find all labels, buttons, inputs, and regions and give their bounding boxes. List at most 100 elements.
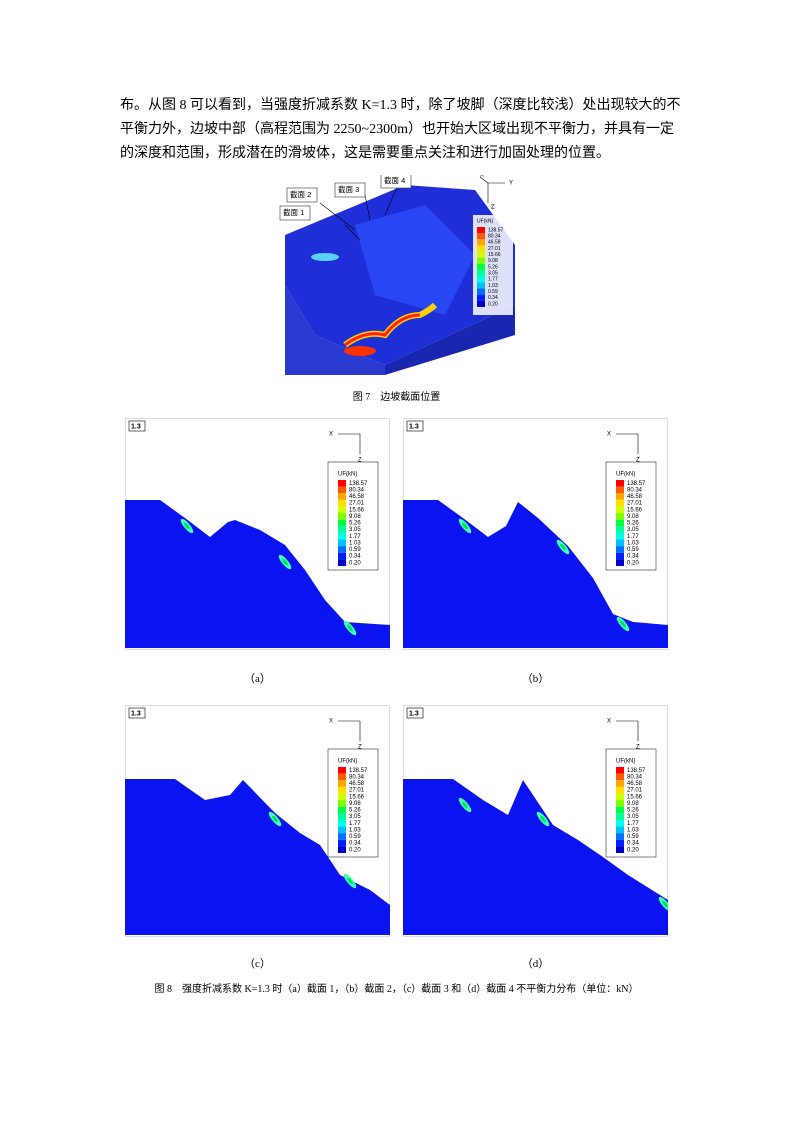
highlight — [662, 900, 668, 908]
legend-label: 80.34 — [627, 488, 643, 494]
highlight — [560, 543, 566, 551]
legend-swatch — [616, 826, 624, 834]
legend-label: 0.20 — [627, 847, 639, 853]
highlight — [272, 815, 278, 823]
legend-swatch — [338, 833, 346, 840]
legend-swatch — [338, 480, 346, 487]
legend-label: 15.66 — [488, 252, 501, 258]
legend-label: 27.01 — [627, 788, 643, 794]
highlight — [540, 815, 546, 823]
legend-label: 27.01 — [488, 246, 501, 252]
legend-swatch — [616, 819, 624, 827]
legend-swatch — [616, 539, 624, 547]
axis-label: Z — [491, 205, 495, 211]
legend-label: 80.34 — [627, 775, 643, 781]
section-label: 截面 1 — [283, 207, 304, 217]
legend-label: 138.57 — [488, 227, 504, 233]
legend-label: 15.66 — [349, 794, 365, 800]
highlight — [347, 624, 353, 632]
legend-swatch — [477, 294, 485, 301]
highlight — [462, 522, 468, 530]
legend-label: 9.08 — [349, 801, 361, 807]
legend-swatch — [616, 786, 624, 794]
legend-label: 0.34 — [349, 554, 361, 560]
legend-swatch — [338, 806, 346, 814]
legend-swatch — [616, 552, 624, 560]
panel: 1.3 X Z UF(kN) 138.5780.3446.5827.0115.669.0… — [125, 418, 390, 650]
legend-swatch — [616, 833, 624, 840]
legend-label: 1.03 — [349, 827, 361, 833]
legend-swatch — [616, 519, 624, 527]
legend-title: UF(kN) — [616, 759, 635, 765]
axis-label: X — [607, 719, 611, 725]
slope-profile — [125, 779, 390, 935]
legend-label: 3.05 — [627, 527, 639, 533]
legend-label: 0.59 — [488, 289, 498, 295]
legend-swatch — [616, 499, 624, 507]
legend-swatch — [338, 499, 346, 507]
slope-profile — [403, 779, 668, 935]
legend-label: 0.34 — [627, 554, 639, 560]
legend-swatch — [616, 486, 624, 494]
legend-title: UF(kN) — [616, 472, 635, 478]
legend-label: 80.34 — [488, 234, 501, 240]
panel: 1.3 X Z UF(kN) 138.5780.3446.5827.0115.669.0… — [125, 705, 390, 937]
legend-swatch — [477, 270, 485, 277]
legend-label: 0.59 — [349, 834, 361, 840]
panel: 1.3 X Z UF(kN) 138.5780.3446.5827.0115.669.0… — [403, 418, 668, 650]
legend-swatch — [338, 839, 346, 847]
leader-line — [384, 184, 399, 216]
legend-swatch — [477, 263, 485, 271]
legend-label: 46.58 — [488, 240, 501, 246]
highlight — [344, 313, 421, 347]
legend-frame — [605, 461, 657, 571]
highlight — [282, 558, 288, 566]
legend-label: 5.26 — [488, 264, 498, 270]
legend-label: 1.03 — [627, 827, 639, 833]
leader-line — [319, 202, 356, 231]
legend-label: 3.05 — [627, 814, 639, 820]
legend-swatch — [338, 526, 346, 533]
legend-label: 9.08 — [627, 514, 639, 520]
legend-label: 3.05 — [349, 814, 361, 820]
legend-label: 0.34 — [627, 841, 639, 847]
legend-swatch — [338, 539, 346, 547]
legend-label: 0.20 — [349, 560, 361, 566]
legend-swatch — [477, 251, 485, 258]
tag: 1.3 — [409, 710, 419, 717]
legend-swatch — [338, 813, 346, 820]
legend-swatch — [477, 239, 485, 246]
legend-label: 138.57 — [627, 481, 646, 487]
legend-swatch — [338, 513, 346, 520]
legend-swatch — [338, 800, 346, 807]
tag-box — [128, 420, 146, 432]
legend-swatch — [338, 819, 346, 827]
legend-label: 0.59 — [627, 834, 639, 840]
paragraph-line: 的深度和范围，形成潜在的滑坡体，这是需要重点关注和进行加固处理的位置。 — [120, 146, 610, 161]
axis-label: Z — [636, 458, 640, 464]
legend-label: 15.66 — [627, 794, 643, 800]
paragraph-line: 平衡力外，边坡中部（高程范围为 2250~2300m）也开始大区域出现不平衡力，… — [120, 122, 674, 137]
slope-profile — [403, 500, 668, 648]
legend-swatch — [616, 513, 624, 520]
legend-swatch — [616, 813, 624, 820]
legend-label: 0.20 — [627, 560, 639, 566]
legend-label: 0.34 — [349, 841, 361, 847]
legend-swatch — [616, 480, 624, 487]
tag-box — [128, 707, 146, 719]
legend-label: 46.58 — [627, 781, 643, 787]
section-label-box — [286, 187, 318, 203]
block-side — [385, 305, 515, 375]
legend-swatch — [616, 793, 624, 801]
legend-swatch — [616, 846, 624, 853]
legend-swatch — [338, 786, 346, 794]
figure-8-caption: 图 8 强度折减系数 K=1.3 时（a）截面 1，（b）截面 2，（c）截面 … — [154, 984, 639, 995]
section-label-box — [380, 175, 412, 189]
legend-swatch — [616, 839, 624, 847]
legend-swatch — [616, 780, 624, 787]
legend-swatch — [616, 493, 624, 500]
legend-label: 80.34 — [349, 775, 365, 781]
paragraph-line: 布。从图 8 可以看到，当强度折减系数 K=1.3 时，除了坡脚（深度比较浅）处… — [120, 98, 681, 113]
panel-label: （a） — [244, 673, 271, 685]
